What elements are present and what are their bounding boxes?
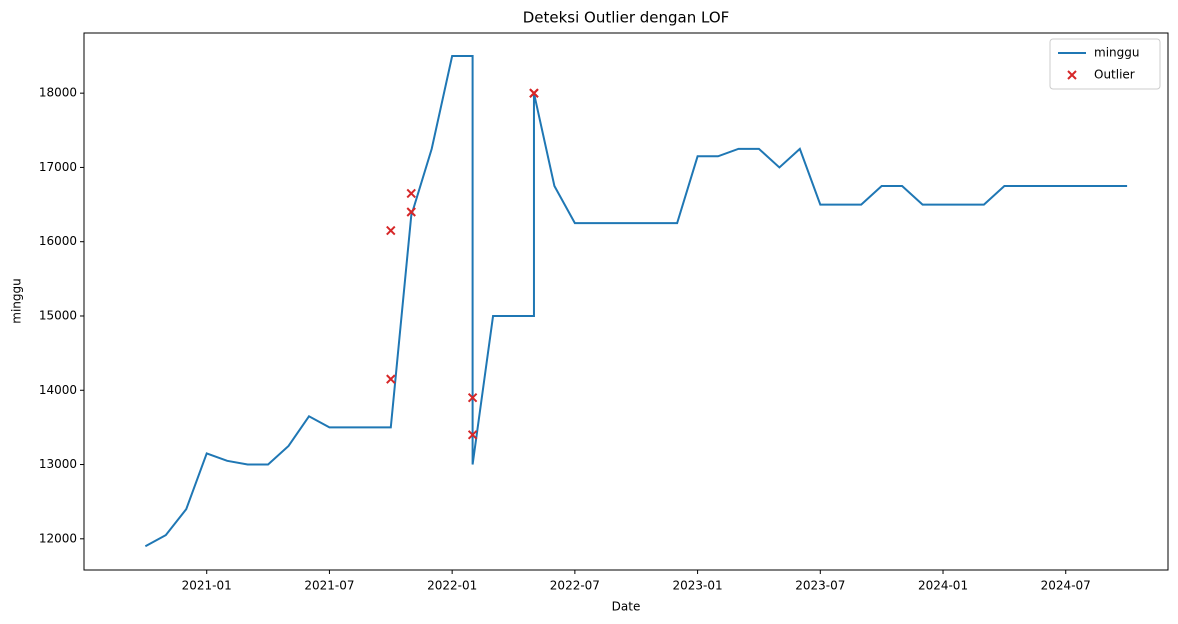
- y-tick-label: 12000: [39, 531, 77, 545]
- y-tick-label: 15000: [39, 308, 77, 322]
- x-axis-label: Date: [612, 600, 641, 614]
- outlier-point: [386, 225, 396, 236]
- outlier-point: [467, 392, 478, 403]
- x-tick-label: 2021-07: [304, 579, 354, 593]
- y-tick-label: 14000: [39, 383, 77, 397]
- chart-title: Deteksi Outlier dengan LOF: [523, 9, 730, 27]
- legend-label: minggu: [1094, 46, 1139, 60]
- legend-label: Outlier: [1094, 68, 1135, 82]
- y-axis-label: minggu: [10, 278, 24, 323]
- x-tick-label: 2021-01: [182, 579, 232, 593]
- x-tick-label: 2023-07: [795, 579, 845, 593]
- x-tick-label: 2023-01: [673, 579, 723, 593]
- line-series: [144, 55, 1128, 548]
- y-tick-label: 17000: [39, 160, 77, 174]
- x-tick-label: 2022-07: [550, 579, 600, 593]
- outlier-point: [406, 207, 416, 217]
- outlier-point: [529, 88, 539, 98]
- y-tick-label: 13000: [39, 457, 77, 471]
- y-tick-label: 18000: [39, 86, 77, 100]
- outlier-point: [386, 374, 396, 384]
- x-tick-label: 2022-01: [427, 579, 477, 593]
- outlier-point: [406, 188, 416, 199]
- outlier-point: [467, 430, 478, 440]
- legend-marker: [1067, 70, 1077, 80]
- plot-area: [83, 32, 1169, 571]
- x-tick-label: 2024-07: [1041, 579, 1091, 593]
- x-tick-label: 2024-01: [918, 579, 968, 593]
- y-tick-label: 16000: [39, 234, 77, 248]
- legend-box: [1049, 38, 1161, 90]
